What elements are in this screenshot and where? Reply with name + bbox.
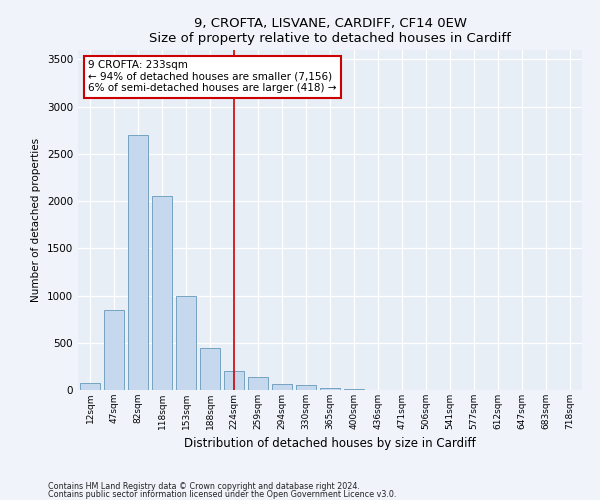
Bar — [104, 310, 124, 390]
Bar — [224, 371, 244, 390]
Bar — [296, 385, 316, 390]
Bar — [248, 377, 268, 390]
Bar — [176, 296, 196, 390]
X-axis label: Distribution of detached houses by size in Cardiff: Distribution of detached houses by size … — [184, 438, 476, 450]
Bar — [128, 135, 148, 390]
Bar — [320, 388, 340, 390]
Text: Contains public sector information licensed under the Open Government Licence v3: Contains public sector information licen… — [48, 490, 397, 499]
Bar — [344, 389, 364, 390]
Title: 9, CROFTA, LISVANE, CARDIFF, CF14 0EW
Size of property relative to detached hous: 9, CROFTA, LISVANE, CARDIFF, CF14 0EW Si… — [149, 16, 511, 44]
Text: 9 CROFTA: 233sqm
← 94% of detached houses are smaller (7,156)
6% of semi-detache: 9 CROFTA: 233sqm ← 94% of detached house… — [88, 60, 337, 94]
Y-axis label: Number of detached properties: Number of detached properties — [31, 138, 41, 302]
Bar — [200, 348, 220, 390]
Bar — [152, 196, 172, 390]
Bar — [272, 384, 292, 390]
Bar — [80, 383, 100, 390]
Text: Contains HM Land Registry data © Crown copyright and database right 2024.: Contains HM Land Registry data © Crown c… — [48, 482, 360, 491]
